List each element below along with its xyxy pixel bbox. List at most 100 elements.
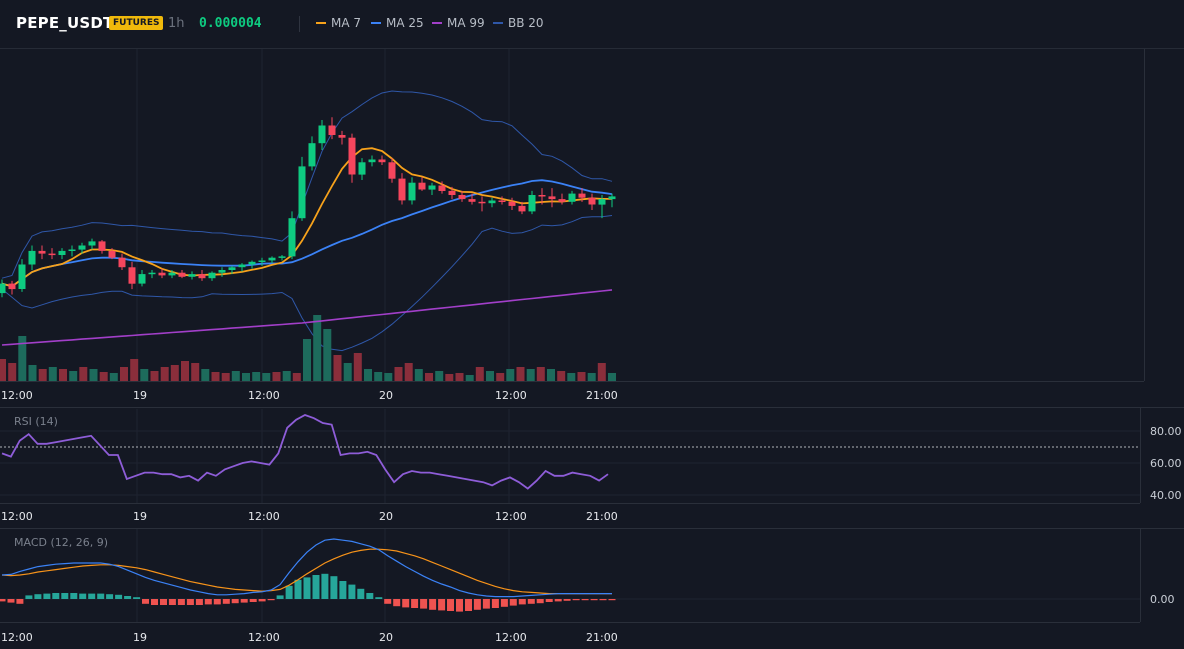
candle-body [398, 178, 406, 201]
volume-bar [516, 367, 525, 381]
candle-body [598, 199, 606, 205]
candle-body [608, 196, 616, 200]
macd-histogram-bar [456, 599, 463, 612]
macd-histogram-bar [52, 593, 60, 599]
candle-body [78, 245, 86, 250]
volume-bar [28, 365, 37, 381]
volume-bar [48, 367, 57, 381]
candle-body [118, 257, 126, 268]
macd-axis-zero: 0.00 [1150, 593, 1175, 606]
volume-bar [262, 373, 271, 381]
candle-body [68, 249, 76, 251]
interval-label[interactable]: 1h [168, 16, 185, 31]
candle-body [458, 195, 466, 200]
candle-body [228, 267, 236, 270]
candle-body [578, 193, 586, 198]
volume-bar [38, 369, 47, 381]
volume-bar [547, 369, 555, 381]
candle-body [538, 195, 546, 197]
volume-bar [404, 363, 413, 381]
macd-histogram-bar [213, 599, 221, 605]
symbol-label[interactable]: PEPE_USDT [16, 14, 114, 32]
macd-pane [0, 538, 616, 612]
candle-body [468, 199, 476, 202]
macd-histogram-bar [160, 599, 167, 605]
volume-bar [364, 369, 372, 381]
candle-body [0, 283, 6, 294]
volume-bar [89, 369, 98, 381]
macd-histogram-bar [204, 599, 212, 605]
candle-body [138, 274, 146, 284]
macd-histogram-bar [366, 593, 374, 599]
macd-histogram-bar [509, 599, 517, 606]
time-label: 12:00 [248, 631, 280, 644]
ma25-line [1, 179, 613, 288]
macd-histogram-bar [303, 577, 311, 599]
macd-histogram-bar [88, 593, 96, 599]
time-label: 20 [379, 510, 393, 523]
volume-bar [181, 361, 189, 381]
macd-histogram-bar [536, 599, 544, 604]
macd-histogram-bar [518, 599, 526, 605]
macd-histogram-bar [285, 585, 293, 599]
candle-body [158, 272, 166, 276]
volume-bar [333, 355, 342, 381]
candle-body [478, 201, 486, 204]
candle-body [208, 272, 216, 279]
macd-histogram-bar [231, 599, 239, 604]
macd-histogram-bar [384, 599, 392, 604]
macd-histogram-bar [527, 599, 535, 604]
macd-histogram-bar [294, 579, 302, 599]
volume-bar [69, 371, 78, 381]
bb20-swatch [493, 22, 503, 24]
macd-histogram-bar [402, 599, 410, 608]
time-label: 12:00 [1, 631, 33, 644]
macd-histogram-bar [491, 599, 499, 608]
legend-ma25[interactable]: MA 25 [371, 16, 424, 30]
candle-body [288, 218, 296, 257]
macd-histogram-bar [115, 594, 123, 599]
futures-badge: FUTURES [109, 16, 164, 30]
macd-histogram-bar [249, 599, 257, 602]
candle-body [218, 270, 226, 273]
macd-histogram-bar [61, 593, 69, 599]
candle-body [358, 162, 366, 175]
macd-histogram-bar [186, 599, 194, 605]
rsi-line [1, 414, 609, 490]
candle-body [108, 250, 116, 258]
candle-body [148, 272, 156, 275]
candle-body [188, 274, 196, 277]
candle-body [278, 256, 286, 258]
volume-bar [557, 371, 566, 381]
legend-ma99[interactable]: MA 99 [432, 16, 485, 30]
candle-body [8, 283, 16, 290]
volume-bar [435, 371, 444, 381]
volume-bar [323, 329, 332, 381]
candle-body [318, 125, 326, 144]
legend-ma7[interactable]: MA 7 [316, 16, 361, 30]
candle-body [38, 250, 46, 254]
moving-averages [1, 147, 613, 346]
candle-body [48, 253, 56, 256]
candle-body [428, 185, 436, 190]
volume-bar [170, 365, 179, 381]
macd-histogram-bar [195, 599, 203, 605]
volume-bar [587, 373, 596, 381]
candle-body [268, 257, 276, 261]
macd-histogram-bar [348, 584, 356, 599]
candle-body [298, 166, 306, 219]
candle-body [388, 162, 396, 179]
bb-upper-band [1, 90, 613, 279]
header-divider [299, 16, 300, 32]
macd-histogram-bar [0, 599, 6, 602]
volume-bar [191, 363, 200, 381]
candle-body [248, 261, 256, 265]
legend-bb20[interactable]: BB 20 [493, 16, 544, 30]
candle-body [308, 143, 316, 167]
candle-body [568, 193, 576, 202]
macd-histogram-bar [258, 599, 266, 602]
volume-bar [374, 372, 383, 381]
legend-ma25-label: MA 25 [386, 16, 424, 30]
time-label: 19 [133, 631, 147, 644]
